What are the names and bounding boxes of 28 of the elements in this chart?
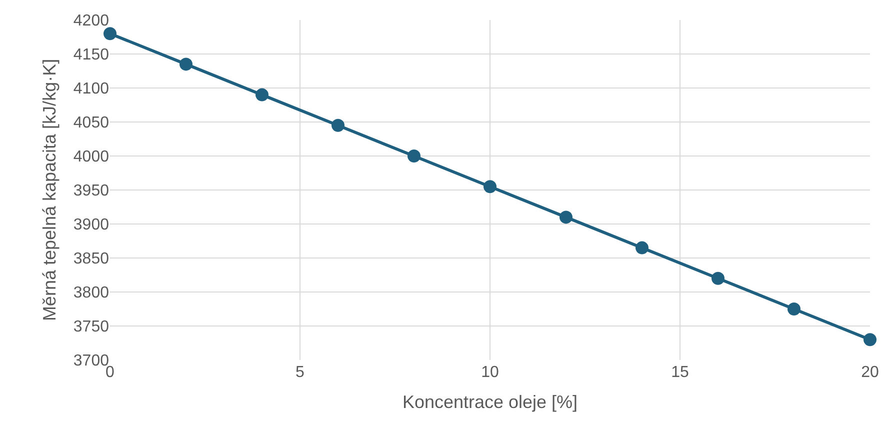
point	[408, 150, 420, 162]
point	[332, 118, 344, 132]
x-tick-label: 0	[106, 364, 115, 381]
y-tick-label: 4000	[73, 148, 110, 166]
y-tick-label: 4100	[73, 80, 110, 98]
point	[636, 241, 648, 254]
x-tick-label: 10	[481, 364, 499, 381]
y-axis-title: Měrná tepelná kapacita [kJ/kg·K]	[40, 58, 60, 322]
point	[104, 27, 116, 40]
y-tick-label: 3850	[73, 250, 110, 268]
y-tick-label: 3750	[73, 318, 110, 336]
point	[484, 180, 496, 194]
y-tick-label: 4150	[73, 46, 110, 64]
y-tick-label: 3950	[73, 182, 110, 200]
point	[560, 210, 572, 224]
x-axis-title: Koncentrace oleje [%]	[402, 392, 578, 412]
x-tick-label: 15	[671, 364, 689, 381]
point	[712, 272, 724, 285]
y-tick-label: 3800	[73, 284, 110, 302]
point	[180, 58, 192, 71]
point	[864, 333, 876, 346]
x-tick-label: 20	[861, 364, 879, 381]
point	[788, 302, 800, 316]
y-tick-label: 4200	[73, 12, 110, 30]
y-tick-label: 4050	[73, 114, 110, 132]
y-tick-label: 3900	[73, 216, 110, 234]
point	[256, 88, 268, 102]
x-tick-label: 5	[296, 364, 305, 381]
